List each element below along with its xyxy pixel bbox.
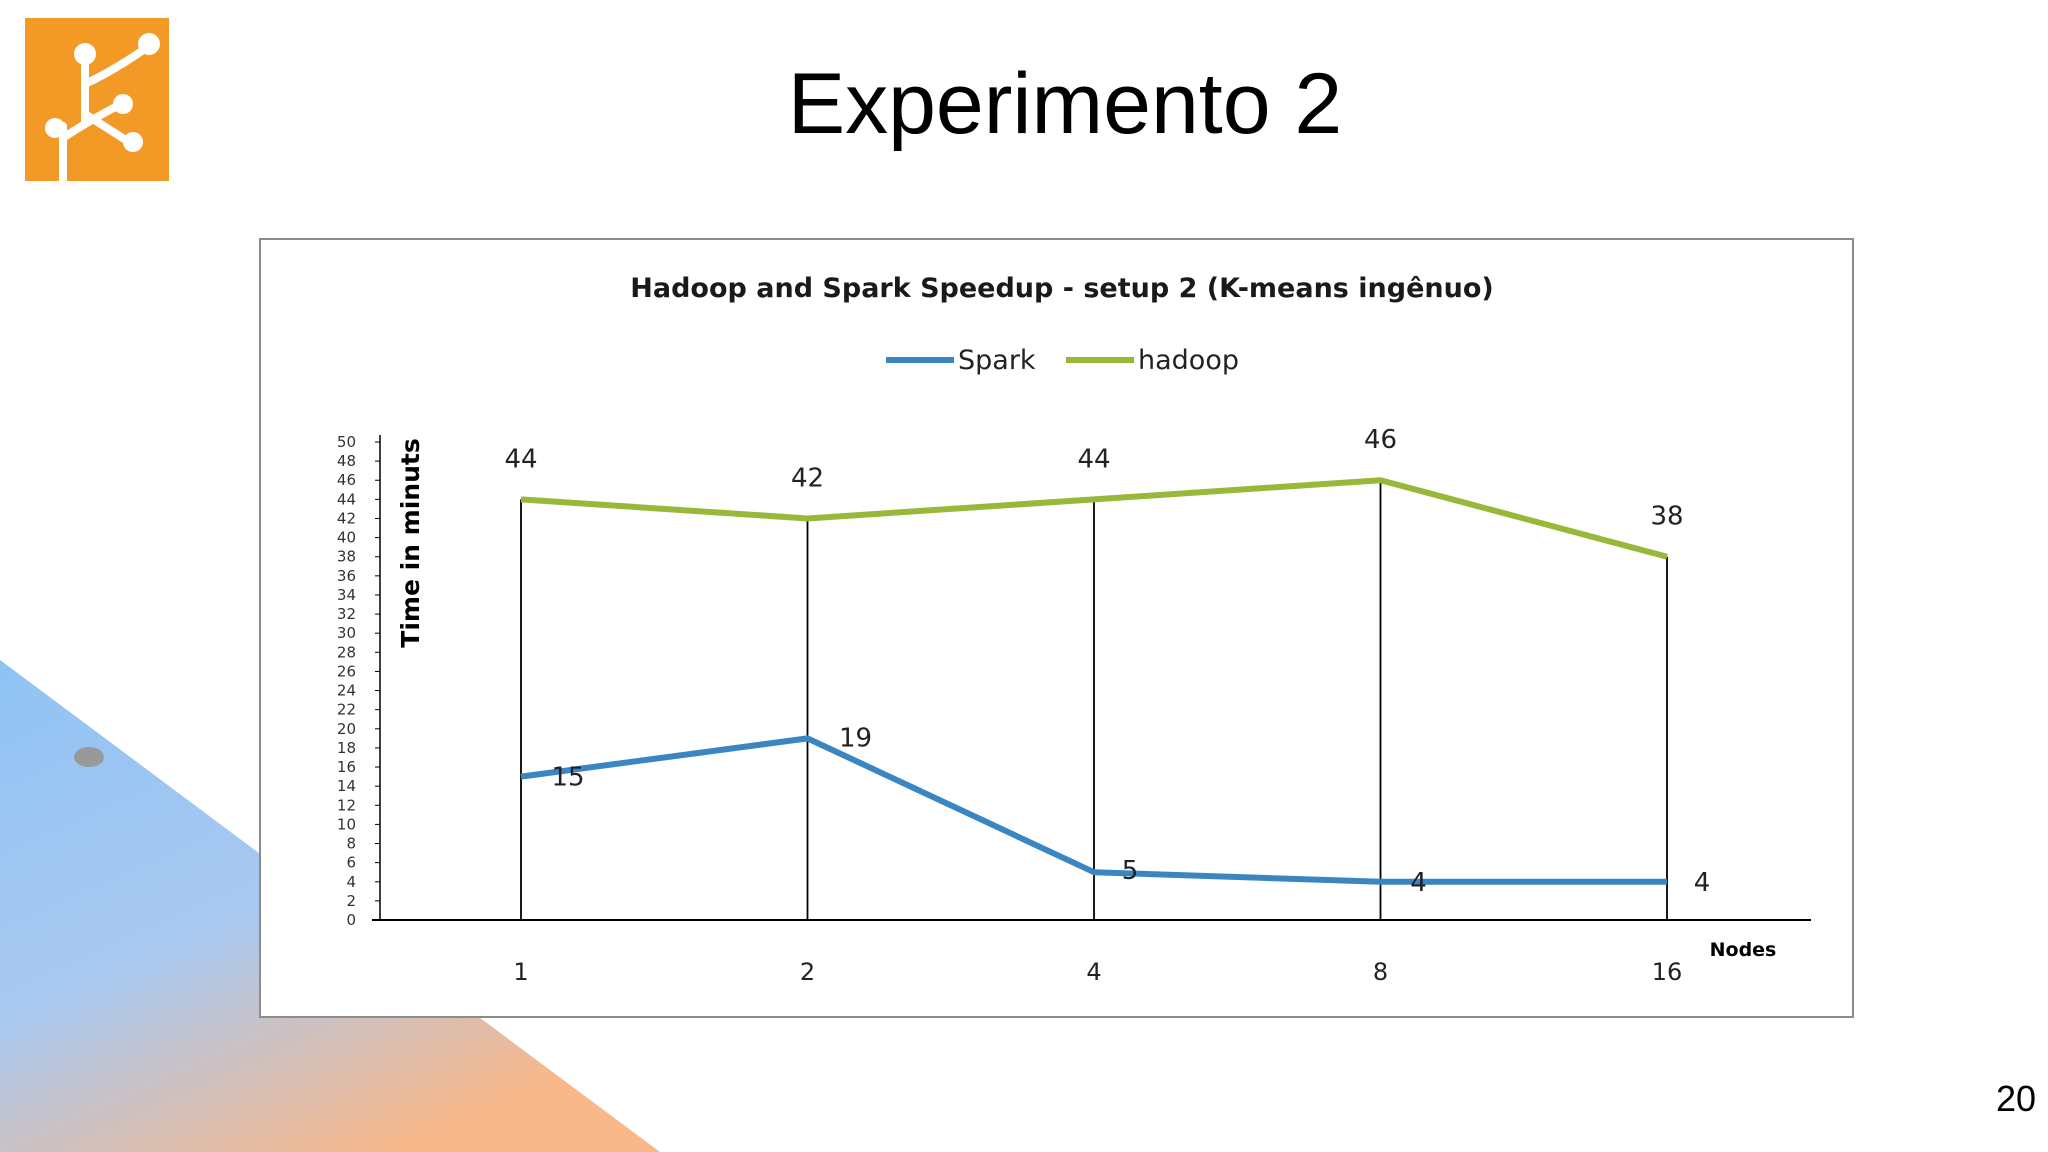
- y-tick-label: 16: [337, 758, 356, 776]
- y-tick-label: 44: [337, 490, 356, 508]
- y-tick-label: 32: [337, 605, 356, 623]
- y-axis: 0246810121416182022242628303234363840424…: [337, 433, 380, 929]
- data-label: 4: [1694, 868, 1711, 898]
- data-label: 15: [551, 763, 584, 793]
- slide-title: Experimento 2: [787, 56, 1343, 152]
- y-tick-label: 38: [337, 548, 356, 566]
- data-label: 19: [839, 723, 872, 753]
- y-tick-label: 2: [346, 892, 356, 910]
- y-tick-label: 8: [346, 835, 356, 853]
- x-tick-label: 8: [1373, 958, 1388, 986]
- data-label: 44: [1077, 444, 1110, 474]
- page-number: 20: [1995, 1078, 2036, 1119]
- x-tick-label: 4: [1086, 958, 1101, 986]
- legend-label-spark: Spark: [958, 345, 1036, 376]
- x-tick-label: 1: [513, 958, 528, 986]
- data-label: 42: [791, 463, 824, 493]
- x-tick-label: 2: [800, 958, 815, 986]
- series-line-hadoop: [520, 477, 1668, 560]
- y-tick-label: 22: [337, 701, 356, 719]
- y-tick-label: 12: [337, 796, 356, 814]
- y-axis-label: Time in minuts: [396, 438, 425, 647]
- y-tick-label: 30: [337, 624, 356, 642]
- y-tick-label: 26: [337, 662, 356, 680]
- y-tick-label: 36: [337, 567, 356, 585]
- data-label: 38: [1650, 502, 1683, 532]
- tree-branch-icon: [45, 33, 160, 181]
- y-tick-label: 14: [337, 777, 356, 795]
- data-label: 46: [1364, 425, 1397, 455]
- legend-label-hadoop: hadoop: [1138, 345, 1239, 376]
- y-tick-label: 24: [337, 682, 356, 700]
- logo: [25, 18, 169, 181]
- y-tick-label: 0: [346, 911, 356, 929]
- y-tick-label: 34: [337, 586, 356, 604]
- chart: Hadoop and Spark Speedup - setup 2 (K-me…: [337, 273, 1811, 986]
- decorative-dot: [74, 747, 104, 767]
- data-label: 44: [504, 444, 537, 474]
- data-label: 5: [1122, 856, 1139, 886]
- y-tick-label: 10: [337, 815, 356, 833]
- y-tick-label: 46: [337, 471, 356, 489]
- y-tick-label: 4: [346, 873, 356, 891]
- x-tick-label: 16: [1652, 958, 1683, 986]
- y-tick-label: 48: [337, 452, 356, 470]
- y-tick-label: 18: [337, 739, 356, 757]
- chart-frame: Hadoop and Spark Speedup - setup 2 (K-me…: [259, 238, 1854, 1018]
- data-label: 4: [1410, 868, 1427, 898]
- series-line-spark: [520, 735, 1667, 885]
- legend: Spark hadoop: [886, 345, 1239, 376]
- y-tick-label: 20: [337, 720, 356, 738]
- y-tick-label: 42: [337, 509, 356, 527]
- chart-title: Hadoop and Spark Speedup - setup 2 (K-me…: [630, 273, 1493, 304]
- y-tick-label: 40: [337, 529, 356, 547]
- y-tick-label: 28: [337, 643, 356, 661]
- x-axis-label: Nodes: [1710, 939, 1777, 961]
- y-tick-label: 6: [346, 854, 356, 872]
- y-tick-label: 50: [337, 433, 356, 451]
